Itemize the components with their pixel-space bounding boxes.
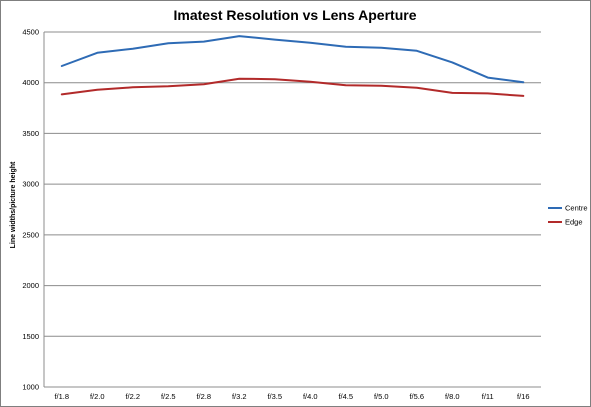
data-point-centre (96, 52, 98, 54)
data-point-centre (309, 42, 311, 44)
data-point-centre (238, 35, 240, 37)
x-tick-label: f/1.8 (54, 392, 69, 401)
data-point-centre (416, 50, 418, 52)
x-tick-label: f/5.6 (409, 392, 424, 401)
y-tick-label: 1500 (22, 332, 39, 341)
data-point-centre (345, 46, 347, 48)
y-tick-label: 1000 (22, 383, 39, 392)
data-point-edge (487, 92, 489, 94)
x-tick-label: f/3.2 (232, 392, 247, 401)
data-point-edge (203, 83, 205, 85)
x-tick-label: f/8.0 (445, 392, 460, 401)
legend-label-edge: Edge (565, 218, 583, 227)
data-point-edge (96, 89, 98, 91)
data-point-edge (345, 84, 347, 86)
x-tick-label: f/3.5 (267, 392, 282, 401)
legend-label-centre: Centre (565, 204, 588, 213)
x-tick-label: f/2.2 (125, 392, 140, 401)
y-tick-label: 4000 (22, 78, 39, 87)
data-point-edge (309, 81, 311, 83)
data-point-centre (380, 47, 382, 49)
data-point-edge (61, 93, 63, 95)
series-lines (60, 35, 525, 97)
data-point-edge (238, 78, 240, 80)
gridlines (44, 31, 541, 388)
x-tick-label: f/2.0 (90, 392, 105, 401)
series-line-edge (60, 77, 525, 97)
data-point-edge (274, 78, 276, 80)
y-tick-label: 2500 (22, 230, 39, 239)
data-point-edge (522, 95, 524, 97)
data-point-centre (451, 61, 453, 63)
x-tick-label: f/11 (482, 392, 494, 401)
axes (43, 32, 541, 388)
data-point-edge (380, 85, 382, 87)
y-tick-label: 3500 (22, 129, 39, 138)
data-point-edge (451, 92, 453, 94)
data-point-centre (167, 42, 169, 44)
data-point-edge (132, 86, 134, 88)
x-tick-labels: f/1.8 f/2.0 f/2.2 f/2.5 f/2.8 f/3.2 f/3.5 f/4.0… (54, 392, 529, 401)
data-point-centre (203, 41, 205, 43)
chart-title: Imatest Resolution vs Lens Aperture (174, 7, 417, 23)
x-tick-label: f/5.0 (374, 392, 389, 401)
data-point-centre (487, 77, 489, 79)
x-tick-label: f/16 (517, 392, 530, 401)
x-tick-label: f/4.5 (338, 392, 353, 401)
data-point-centre (274, 39, 276, 41)
data-point-centre (522, 81, 524, 83)
y-axis-label: Line widths/picture height (10, 161, 17, 248)
data-point-edge (167, 85, 169, 87)
x-tick-label: f/2.8 (196, 392, 211, 401)
legend: Centre Edge (548, 204, 588, 227)
y-tick-label: 2000 (22, 281, 39, 290)
x-tick-label: f/2.5 (161, 392, 176, 401)
y-tick-label: 3000 (22, 180, 39, 189)
data-point-centre (132, 48, 134, 50)
y-tick-label: 4500 (22, 28, 39, 37)
data-point-centre (61, 65, 63, 67)
x-tick-label: f/4.0 (303, 392, 318, 401)
series-line-centre (60, 35, 525, 84)
y-tick-labels: 1000 1500 2000 2500 3000 3500 4000 4500 (22, 28, 39, 392)
data-point-edge (416, 87, 418, 89)
